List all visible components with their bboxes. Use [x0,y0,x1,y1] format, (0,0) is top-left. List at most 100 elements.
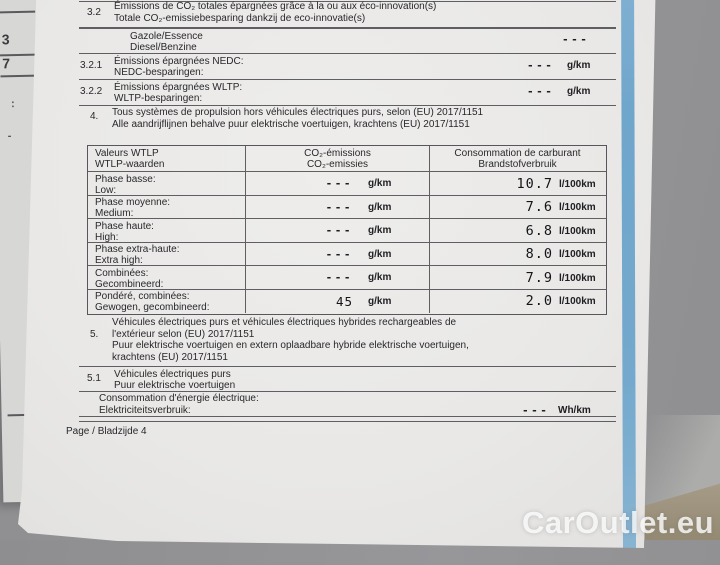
table-row-extra-high: Phase extra-haute: Extra high: --- g/km 8.… [88,242,606,266]
elec-value: --- [522,404,550,417]
nedc-unit: g/km [567,60,591,71]
divider-line [79,27,616,29]
under-page-mark: : [10,98,15,111]
fuel-unit: l/100km [559,225,596,237]
co2-value: --- [325,224,353,237]
co2-value: --- [325,271,353,284]
table-header-row: Valeurs WTLP WTLP-waarden CO₂-émissions … [88,146,606,172]
section-3-2-label-fr: Émissions de CO₂ totales épargnées grâce… [114,1,437,12]
fuel-value: 2.0 [525,293,553,309]
co2-unit: g/km [368,248,392,260]
co2-unit: g/km [368,295,392,307]
row-label-nl: Extra high: [95,255,143,266]
section-5-1-label-fr: Véhicules électriques purs [114,368,231,380]
table-row-medium: Phase moyenne: Medium: --- g/km 7.6 l/100km [88,195,606,219]
co2-unit: g/km [368,225,392,236]
section-number-4: 4. [90,111,99,122]
header-cell-wtlp: Valeurs WTLP WTLP-waarden [88,146,245,171]
table-row-combined: Combinées: Gecombineerd: --- g/km 7.9 l/100… [88,266,606,290]
divider-line [79,104,616,107]
divider-line [79,420,616,423]
under-page-mark: - [7,130,12,143]
elec-unit: Wh/km [558,405,591,416]
header-fuel-nl: Brandstofverbruik [478,159,557,170]
fuel-unit: l/100km [559,202,596,213]
fuel-value: 7.6 [525,199,553,215]
row-label-fr: Phase haute: [95,220,154,232]
co2-unit: g/km [368,178,392,189]
table-row-low: Phase basse: Low: --- g/km 10.7 l/100km [88,172,606,196]
wtlp-values-table: Valeurs WTLP WTLP-waarden CO₂-émissions … [87,145,607,315]
fuel-value: 8.0 [525,246,553,262]
fuel-unit: l/100km [559,296,596,307]
section-5-fr-line1: Véhicules électriques purs et véhicules … [112,317,457,328]
section-5-fr-line2: l'extérieur selon (EU) 2017/1151 [112,328,255,340]
fuel-unit: l/100km [559,249,596,260]
section-number-3-2-2: 3.2.2 [80,86,103,97]
fuel-type-value: --- [562,33,590,46]
header-wtlp-nl: WTLP-waarden [95,159,165,170]
table-row-high: Phase haute: High: --- g/km 6.8 l/100km [88,219,606,243]
fuel-value: 6.8 [525,222,553,239]
elec-label-fr: Consommation d'énergie électrique: [99,393,259,404]
page-number-label: Page / Bladzijde 4 [66,425,147,437]
divider-line [79,415,616,418]
fuel-type-label-nl: Diesel/Benzine [130,41,197,53]
section-3-2-label-nl: Totale CO₂-emissiebesparing dankzij de e… [114,12,366,24]
under-page-digit: 7 [2,55,11,72]
table-row-weighted-combined: Pondéré, combinées: Gewogen, gecombineerd… [88,289,606,313]
section-number-3-2-1: 3.2.1 [80,60,103,71]
divider-line [79,365,616,368]
header-cell-co2: CO₂-émissions CO₂-emissies [245,146,429,171]
divider-line [79,0,616,3]
nedc-value: --- [527,59,555,72]
row-label-fr: Pondéré, combinées: [95,291,190,302]
under-page-digit: 3 [1,31,10,48]
row-label-fr: Phase moyenne: [95,197,171,208]
section-number-5: 5. [90,329,99,340]
row-label-nl: Gewogen, gecombineerd: [95,302,210,313]
divider-line [79,390,616,393]
row-label-fr: Phase basse: [95,173,156,185]
co2-unit: g/km [368,272,392,283]
co2-value: --- [325,247,353,261]
blue-edge-strip [620,0,636,548]
row-label-fr: Phase extra-haute: [95,244,180,255]
section-4-label-nl: Alle aandrijflijnen behalve puur elektri… [112,118,470,130]
divider-line [79,52,616,55]
section-number-5-1: 5.1 [87,373,101,384]
fuel-value: 7.9 [525,269,553,286]
section-5-nl-line1: Puur elektrische voertuigen en extern op… [112,340,469,351]
wltp-label-nl: WLTP-besparingen: [114,92,203,104]
under-page-line [0,74,37,77]
header-co2-nl: CO₂-emissies [306,159,369,170]
co2-unit: g/km [368,201,392,213]
caroutlet-watermark: CarOutlet.eu [521,505,714,540]
elec-label-nl: Elektriciteitsverbruik: [99,404,191,416]
header-cell-fuel: Consommation de carburant Brandstofverbr… [429,146,605,171]
co2-value: --- [325,177,353,190]
row-label-nl: Low: [95,184,117,196]
fuel-unit: l/100km [559,178,596,190]
under-page-line [0,10,36,13]
header-wtlp-fr: Valeurs WTLP [95,148,159,159]
nedc-label-fr: Émissions épargnées NEDC: [114,55,244,67]
nedc-label-nl: NEDC-besparingen: [114,66,204,78]
wltp-unit: g/km [567,86,591,97]
section-number-3-2: 3.2 [87,7,101,18]
divider-line [79,78,616,81]
section-5-nl-line2: krachtens (EU) 2017/1151 [112,351,228,363]
co2-value: --- [325,200,353,214]
header-co2-fr: CO₂-émissions [304,148,371,159]
row-label-fr: Combinées: [95,267,149,279]
wltp-label-fr: Émissions épargnées WLTP: [114,81,243,93]
co2-value: 45 [335,293,353,309]
section-5-1-label-nl: Puur elektrische voertuigen [114,380,236,391]
fuel-value: 10.7 [516,175,553,192]
row-label-nl: Medium: [95,208,134,219]
row-label-nl: Gecombineerd: [95,278,164,290]
section-4-label-fr: Tous systèmes de propulsion hors véhicul… [112,107,484,118]
header-fuel-fr: Consommation de carburant [454,148,581,159]
form-content: 3.2 Émissions de CO₂ totales épargnées g… [66,0,636,548]
